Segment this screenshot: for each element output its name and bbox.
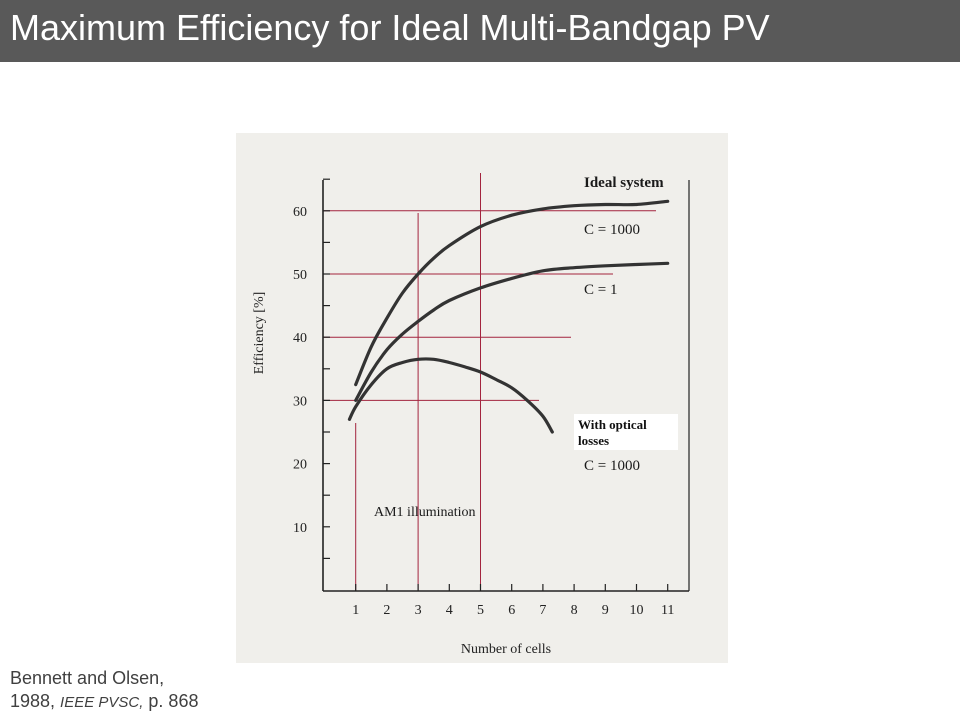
x-tick-label: 8 (571, 603, 578, 618)
x-tick-label: 2 (383, 603, 390, 618)
x-axis-label: Number of cells (461, 642, 551, 657)
y-tick-label: 40 (293, 331, 307, 346)
x-tick-label: 1 (352, 603, 359, 618)
citation: Bennett and Olsen, 1988, IEEE PVSC, p. 8… (10, 667, 198, 714)
optical-losses-label-box (574, 414, 678, 450)
annotation-with-optical-losses: With optical (578, 417, 647, 432)
series-curves (347, 199, 670, 434)
citation-page: p. 868 (143, 691, 199, 711)
y-tick-label: 60 (293, 205, 307, 220)
x-tick-label: 7 (539, 603, 546, 618)
annotation-c1: C = 1 (584, 282, 617, 298)
y-tick-label: 20 (293, 458, 307, 473)
y-tick-label: 50 (293, 268, 307, 283)
annotation-ideal-system: Ideal system (584, 175, 664, 191)
curve-ideal-c1000 (354, 199, 670, 387)
curve-optical-losses-c1000 (347, 357, 554, 434)
chart-figure: 10 20 30 40 50 60 1 2 3 4 5 6 7 8 9 10 11 Number of cells… (236, 133, 728, 663)
x-tick-label: 11 (661, 603, 674, 618)
x-tick-label: 6 (508, 603, 515, 618)
citation-authors: Bennett and Olsen, (10, 668, 165, 688)
annotation-am1-illumination: AM1 illumination (374, 505, 476, 520)
y-tick-label: 30 (293, 394, 307, 409)
y-axis-label: Efficiency [%] (252, 292, 267, 375)
x-tick-label: 10 (630, 603, 644, 618)
x-tick-label: 9 (602, 603, 609, 618)
x-tick-label: 5 (477, 603, 484, 618)
citation-year: 1988, (10, 691, 61, 711)
citation-source: 1988, IEEE PVSC, p. 868 (10, 690, 198, 714)
annotations: Ideal system C = 1000 C = 1 C = 1000 AM1 ill… (374, 175, 678, 520)
annotation-c1000-ideal: C = 1000 (584, 222, 640, 238)
annotation-c1000-losses: C = 1000 (584, 458, 640, 474)
y-tick-label: 10 (293, 521, 307, 536)
title-bar: Maximum Efficiency for Ideal Multi-Bandg… (0, 0, 960, 62)
citation-journal: IEEE PVSC, (60, 694, 144, 711)
axes: 10 20 30 40 50 60 1 2 3 4 5 6 7 8 9 10 11 Number of cells… (252, 178, 690, 657)
x-tick-label: 4 (446, 603, 453, 618)
curve-c1 (354, 261, 670, 402)
slide-title: Maximum Efficiency for Ideal Multi-Bandg… (10, 7, 770, 48)
x-tick-label: 3 (415, 603, 422, 618)
annotation-with-optical-losses-line2: losses (578, 433, 609, 448)
efficiency-chart: 10 20 30 40 50 60 1 2 3 4 5 6 7 8 9 10 11 Number of cells… (252, 173, 690, 657)
